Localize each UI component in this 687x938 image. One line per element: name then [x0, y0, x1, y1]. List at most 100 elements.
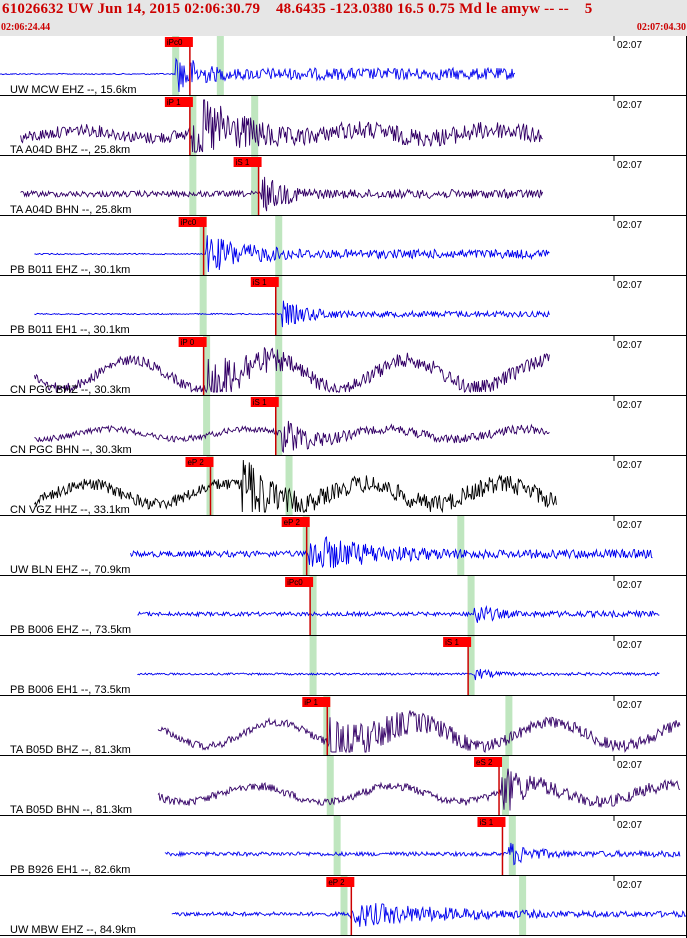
trace-row[interactable]: eS 2 02:07 TA B05D BHN --, 81.3km	[0, 756, 687, 816]
station-label: PB B006 EHZ --, 73.5km	[10, 624, 131, 636]
trace-row[interactable]: iPc0 02:07 PB B006 EHZ --, 73.5km	[0, 576, 687, 636]
trace-row[interactable]: eP 2 02:07 UW MBW EHZ --, 84.9km	[0, 876, 687, 936]
pick-flag[interactable]	[178, 337, 207, 347]
theoretical-arrival-band	[519, 876, 527, 936]
waveform-trace[interactable]	[164, 842, 681, 866]
trace-row[interactable]: iP 1 02:07 TA B05D BHZ --, 81.3km	[0, 696, 687, 756]
pick-label: iPc0	[167, 38, 183, 47]
theoretical-arrival-band	[505, 696, 513, 756]
station-label: UW MBW EHZ --, 84.9km	[10, 924, 136, 936]
pick-flag[interactable]	[164, 97, 193, 107]
pick-flag[interactable]	[477, 817, 506, 827]
waveform-trace[interactable]	[20, 176, 544, 212]
event-header: 61026632 UW Jun 14, 2015 02:06:30.79 48.…	[0, 0, 687, 36]
theoretical-arrival-band	[203, 336, 211, 396]
waveform-trace[interactable]	[137, 668, 660, 681]
pick-flag[interactable]	[233, 157, 262, 167]
time-tick-label: 02:07	[617, 400, 642, 411]
pick-label: eP 2	[328, 878, 345, 887]
waveform-trace[interactable]	[34, 235, 550, 273]
time-tick-label: 02:07	[617, 580, 642, 591]
pick-label: iP 1	[304, 698, 318, 707]
theoretical-arrival-band	[457, 516, 465, 576]
seismogram-panel[interactable]: iPc0 02:07 UW MCW EHZ --, 15.6km iP 1 02:07 T…	[0, 36, 687, 938]
theoretical-arrival-band	[467, 636, 475, 696]
trace-row[interactable]: iP 0 02:07 CN PGC BHZ --, 30.3km	[0, 336, 687, 396]
pick-flag[interactable]	[185, 457, 214, 467]
theoretical-arrival-band	[275, 216, 283, 276]
window-start-time: 02:06:24.44	[1, 22, 51, 33]
waveform-trace[interactable]	[34, 300, 550, 328]
station-label: TA A04D BHZ --, 25.8km	[10, 144, 130, 156]
trace-row[interactable]: iS 1 02:07 TA A04D BHN --, 25.8km	[0, 156, 687, 216]
pick-flag[interactable]	[302, 697, 331, 707]
theoretical-arrival-band	[333, 816, 341, 876]
theoretical-arrival-band	[275, 276, 283, 336]
pick-label: iP 0	[181, 338, 195, 347]
time-tick-label: 02:07	[617, 220, 642, 231]
theoretical-arrival-band	[275, 396, 283, 456]
time-tick-label: 02:07	[617, 460, 642, 471]
pick-flag[interactable]	[250, 277, 279, 287]
station-label: TA A04D BHN --, 25.8km	[10, 204, 131, 216]
pick-flag[interactable]	[164, 37, 193, 47]
pick-label: iPc0	[181, 218, 197, 227]
trace-row[interactable]: iPc0 02:07 UW MCW EHZ --, 15.6km	[0, 36, 687, 96]
pick-label: iP 1	[167, 98, 181, 107]
time-tick-label: 02:07	[617, 700, 642, 711]
pick-flag[interactable]	[178, 217, 207, 227]
waveform-trace[interactable]	[157, 768, 681, 811]
waveform-trace[interactable]	[34, 459, 557, 514]
pick-flag[interactable]	[285, 577, 314, 587]
pick-label: eP 2	[284, 518, 301, 527]
pick-flag[interactable]	[443, 637, 472, 647]
pick-label: iS 1	[253, 398, 267, 407]
time-tick-label: 02:07	[617, 280, 642, 291]
waveform-trace[interactable]	[171, 903, 687, 927]
pick-label: eP 2	[187, 458, 204, 467]
waveform-trace[interactable]	[137, 604, 660, 623]
pick-flag[interactable]	[281, 517, 310, 527]
station-label: PB B926 EH1 --, 82.6km	[10, 864, 130, 876]
theoretical-arrival-band	[251, 156, 259, 216]
station-label: CN PGC BHN --, 30.3km	[10, 444, 132, 456]
theoretical-arrival-band	[285, 456, 293, 516]
trace-row[interactable]: iS 1 02:07 CN PGC BHN --, 30.3km	[0, 396, 687, 456]
time-tick-label: 02:07	[617, 820, 642, 831]
theoretical-arrival-band	[326, 756, 334, 816]
pick-label: eS 2	[476, 758, 493, 767]
pick-flag[interactable]	[250, 397, 279, 407]
event-title: 61026632 UW Jun 14, 2015 02:06:30.79 48.…	[2, 1, 593, 17]
trace-row[interactable]: iPc0 02:07 PB B011 EHZ --, 30.1km	[0, 216, 687, 276]
trace-row[interactable]: iS 1 02:07 PB B006 EH1 --, 73.5km	[0, 636, 687, 696]
window-end-time: 02:07:04.30	[636, 22, 686, 33]
trace-row[interactable]: eP 2 02:07 UW BLN EHZ --, 70.9km	[0, 516, 687, 576]
trace-row[interactable]: iS 1 02:07 PB B926 EH1 --, 82.6km	[0, 816, 687, 876]
theoretical-arrival-band	[309, 576, 317, 636]
trace-row[interactable]: iS 1 02:07 PB B011 EH1 --, 30.1km	[0, 276, 687, 336]
pick-flag[interactable]	[474, 757, 503, 767]
station-label: PB B006 EH1 --, 73.5km	[10, 684, 130, 696]
pick-label: iS 1	[236, 158, 250, 167]
station-label: TA B05D BHN --, 81.3km	[10, 804, 132, 816]
station-label: TA B05D BHZ --, 81.3km	[10, 744, 131, 756]
pick-flag[interactable]	[326, 877, 355, 887]
pick-label: iS 1	[445, 638, 459, 647]
theoretical-arrival-band	[199, 276, 207, 336]
waveform-trace[interactable]	[33, 347, 550, 394]
pick-label: iS 1	[479, 818, 493, 827]
theoretical-arrival-band	[309, 636, 317, 696]
waveform-trace[interactable]	[157, 710, 681, 754]
time-tick-label: 02:07	[617, 880, 642, 891]
waveform-trace[interactable]	[130, 536, 653, 569]
waveform-trace[interactable]	[20, 99, 543, 153]
theoretical-arrival-band	[203, 396, 211, 456]
station-label: UW BLN EHZ --, 70.9km	[10, 564, 130, 576]
waveform-trace[interactable]	[34, 420, 550, 454]
waveform-trace[interactable]	[0, 57, 516, 93]
theoretical-arrival-band	[216, 36, 224, 96]
time-tick-label: 02:07	[617, 340, 642, 351]
trace-row[interactable]: eP 2 02:07 CN VGZ HHZ --, 33.1km	[0, 456, 687, 516]
trace-row[interactable]: iP 1 02:07 TA A04D BHZ --, 25.8km	[0, 96, 687, 156]
station-label: CN PGC BHZ --, 30.3km	[10, 384, 130, 396]
